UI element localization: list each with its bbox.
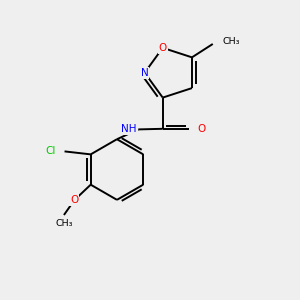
Text: CH₃: CH₃ [55,219,73,228]
Text: N: N [141,68,148,78]
Text: NH: NH [122,124,137,134]
Text: O: O [197,124,206,134]
Text: Cl: Cl [46,146,56,156]
Text: CH₃: CH₃ [222,37,240,46]
Text: O: O [159,43,167,53]
Text: O: O [70,195,79,205]
